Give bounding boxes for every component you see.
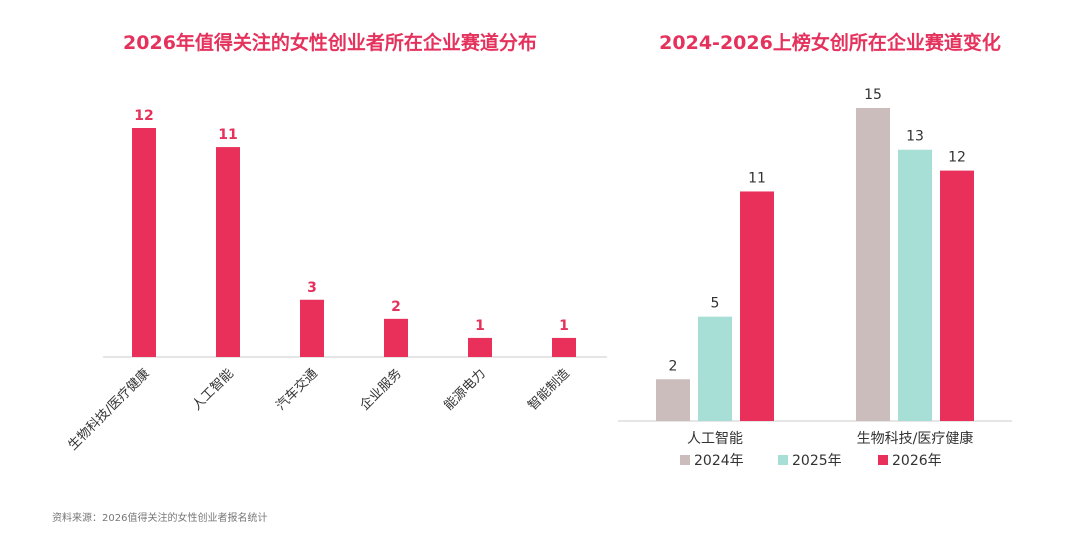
right-bar [740, 191, 774, 421]
left-category-label: 汽车交通 [273, 366, 321, 414]
right-chart-title: 2024-2026上榜女创所在企业赛道变化 [659, 32, 1001, 54]
left-category-label: 能源电力 [441, 366, 488, 413]
right-bar-value-label: 15 [864, 87, 882, 103]
legend-label: 2025年 [792, 453, 842, 469]
right-bar [856, 108, 890, 421]
legend-swatch [778, 455, 788, 465]
legend-swatch [878, 455, 888, 465]
left-bar [216, 147, 240, 357]
right-bar [698, 316, 732, 421]
left-bar-value-label: 12 [134, 108, 153, 124]
legend-label: 2026年 [892, 453, 942, 469]
right-bar-value-label: 2 [669, 358, 678, 374]
left-bar-value-label: 2 [391, 299, 401, 315]
left-bar-value-label: 1 [559, 318, 569, 334]
right-bar-value-label: 13 [906, 129, 924, 145]
legend-swatch [680, 455, 690, 465]
right-bar [940, 170, 974, 421]
left-bar-value-label: 1 [475, 318, 485, 334]
left-category-label: 智能制造 [525, 366, 572, 413]
right-bar-value-label: 12 [948, 150, 966, 166]
left-bar-value-label: 3 [307, 280, 317, 296]
right-bar-value-label: 5 [711, 296, 720, 312]
left-bar [300, 299, 324, 357]
legend-label: 2024年 [694, 453, 744, 469]
left-category-label: 企业服务 [357, 366, 405, 414]
left-bar [384, 318, 408, 357]
right-category-label: 生物科技/医疗健康 [857, 430, 974, 447]
left-bar [552, 337, 576, 357]
left-category-label: 生物科技/医疗健康 [65, 366, 153, 454]
left-bar-value-label: 11 [218, 127, 237, 143]
left-chart-title: 2026年值得关注的女性创业者所在企业赛道分布 [123, 32, 537, 54]
source-note: 资料来源：2026值得关注的女性创业者报名统计 [52, 513, 268, 524]
right-bar [898, 149, 932, 421]
right-bar-value-label: 11 [748, 170, 766, 186]
right-bar [656, 379, 690, 421]
left-bar [132, 128, 156, 357]
left-bar [468, 337, 492, 357]
right-category-label: 人工智能 [687, 431, 743, 447]
left-category-label: 人工智能 [189, 366, 236, 413]
